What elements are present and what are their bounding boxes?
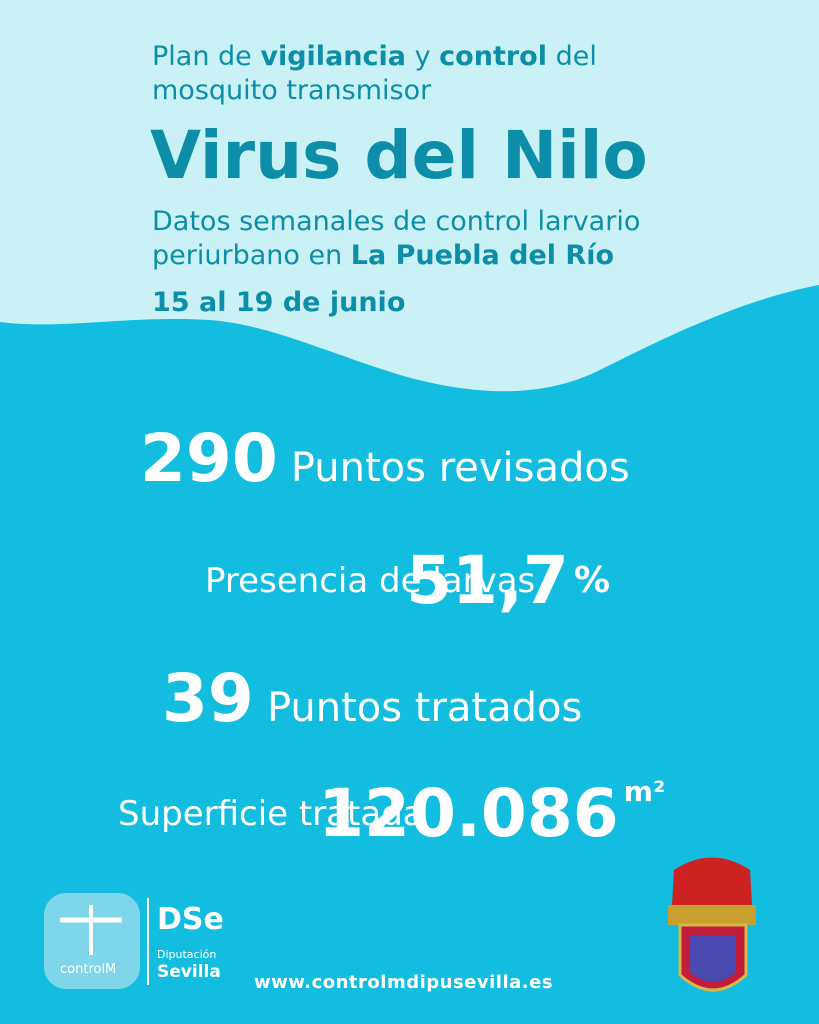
text: La Puebla del Río	[350, 240, 615, 271]
text: 290	[140, 420, 278, 497]
stat: 39 Puntos tratados	[162, 660, 582, 737]
intro: Plan de vigilancia y control del mosquit…	[152, 40, 597, 108]
text: Datos semanales de control larvario	[152, 206, 641, 237]
coat-of-arms	[668, 857, 756, 992]
text: periurbano en	[152, 240, 343, 271]
stat: 290 Puntos revisados	[140, 420, 630, 497]
logo-text: Sevilla	[157, 962, 221, 982]
stat: Superficie tratada 120.086 m²	[118, 775, 665, 852]
url: www.controlmdipusevilla.es	[254, 972, 554, 993]
date: 15 al 19 de junio	[152, 287, 406, 318]
text: Puntos tratados	[266, 685, 583, 731]
upper-panel	[0, 0, 819, 392]
title: Virus del Nilo	[150, 117, 648, 194]
text: y	[414, 41, 431, 72]
text: control	[439, 41, 547, 72]
text: vigilancia	[260, 41, 406, 72]
stat: Presencia de larvas 51,7 %	[205, 542, 610, 619]
logo-text: controlM	[60, 962, 117, 977]
text: 39	[162, 660, 254, 737]
text: Plan de	[152, 41, 252, 72]
text: Puntos revisados	[290, 445, 630, 491]
text: %	[574, 560, 611, 601]
text: 51,7	[406, 542, 569, 619]
logo-text: Diputación	[157, 948, 217, 961]
text: 120.086	[318, 775, 619, 852]
logo-text: DSe	[157, 902, 224, 937]
text: mosquito transmisor	[152, 75, 432, 106]
text: Superficie tratada	[118, 793, 424, 834]
text: m²	[623, 775, 666, 808]
text: Presencia de larvas	[205, 560, 536, 601]
subtitle: Datos semanales de control larvario peri…	[152, 205, 640, 273]
text: del	[555, 41, 597, 72]
